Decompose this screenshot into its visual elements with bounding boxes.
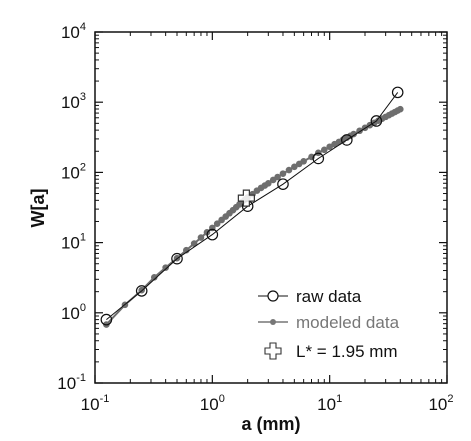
modeled-data-point (265, 179, 272, 187)
l-star-marker-layer (237, 189, 255, 207)
x-tick-label: 10-1 (81, 393, 110, 414)
modeled-data-point (326, 143, 333, 151)
raw-data-point (391, 86, 404, 99)
raw-data-point (341, 134, 353, 146)
modeled-data-point (279, 170, 287, 177)
raw-data-point (312, 152, 325, 165)
modeled-data-point (213, 220, 221, 227)
y-axis-title: W[a] (28, 189, 48, 228)
modeled-data-point (300, 157, 307, 165)
legend: raw data modeled data L* = 1.95 mm (258, 287, 400, 361)
modeled-data-point (350, 130, 357, 138)
x-tick-label: 101 (317, 393, 342, 414)
axis-ticks (94, 31, 448, 384)
raw-data-point (100, 313, 113, 326)
modeled-data-point (285, 166, 293, 174)
modeled-data-point (190, 240, 198, 247)
legend-item-l-star: L* = 1.95 mm (264, 342, 398, 361)
raw-data-point (206, 228, 219, 241)
l-star-cross-marker (237, 189, 255, 207)
modeled-data-point (274, 173, 281, 181)
modeled-data-point (150, 274, 158, 281)
y-tick-label: 100 (61, 302, 86, 323)
raw-data-point (370, 115, 383, 127)
legend-item-modeled-data: modeled data (258, 313, 400, 332)
modeled-data-point (397, 105, 404, 113)
y-tick-label: 101 (61, 232, 86, 253)
raw-data-point (135, 285, 148, 297)
raw-data-point (277, 178, 289, 190)
legend-raw-label: raw data (296, 287, 362, 306)
legend-modeled-dot-icon (270, 319, 276, 325)
legend-cross-icon (264, 342, 282, 360)
legend-l-star-label: L* = 1.95 mm (296, 342, 398, 361)
raw-data-point (171, 252, 183, 265)
legend-item-raw-data: raw data (258, 287, 362, 306)
y-tick-labels: 10-1 100 101 102 103 104 (57, 21, 86, 393)
modeled-data-point (320, 146, 328, 154)
modeled-data-point (291, 163, 298, 171)
y-tick-label: 103 (61, 91, 86, 112)
x-tick-labels: 10-1 100 101 102 (81, 393, 454, 414)
x-tick-label: 102 (428, 393, 453, 414)
y-tick-label: 102 (61, 161, 86, 182)
legend-raw-circle-icon (267, 290, 279, 302)
data-series (100, 86, 404, 328)
x-tick-label: 100 (200, 393, 225, 414)
raw-data-line (106, 92, 399, 320)
modeled-data-point (197, 234, 205, 241)
y-tick-label: 10-1 (57, 372, 86, 393)
modeled-data-point (162, 264, 169, 271)
x-axis-title: a (mm) (241, 414, 300, 434)
y-tick-label: 104 (61, 21, 86, 42)
legend-modeled-label: modeled data (296, 313, 400, 332)
plot-frame (94, 31, 448, 384)
